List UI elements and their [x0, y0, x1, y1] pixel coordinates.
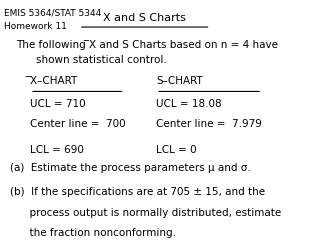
Text: the fraction nonconforming.: the fraction nonconforming. [10, 228, 176, 238]
Text: (a)  Estimate the process parameters μ and σ.: (a) Estimate the process parameters μ an… [10, 163, 251, 173]
Text: Homework 11: Homework 11 [4, 22, 67, 31]
Text: ̅X–CHART: ̅X–CHART [30, 76, 77, 86]
Text: shown statistical control.: shown statistical control. [36, 55, 166, 65]
Text: LCL = 690: LCL = 690 [30, 144, 84, 155]
Text: UCL = 710: UCL = 710 [30, 99, 86, 109]
Text: S–CHART: S–CHART [156, 76, 203, 86]
Text: (b)  If the specifications are at 705 ± 15, and the: (b) If the specifications are at 705 ± 1… [10, 187, 265, 197]
Text: The following ̅X and S Charts based on n = 4 have: The following ̅X and S Charts based on n… [16, 40, 278, 50]
Text: EMIS 5364/STAT 5344: EMIS 5364/STAT 5344 [4, 8, 101, 17]
Text: Center line =  7.979: Center line = 7.979 [156, 119, 262, 129]
Text: UCL = 18.08: UCL = 18.08 [156, 99, 222, 109]
Text: process output is normally distributed, estimate: process output is normally distributed, … [10, 208, 281, 217]
Text: Center line =  700: Center line = 700 [30, 119, 126, 129]
Text: LCL = 0: LCL = 0 [156, 144, 197, 155]
Text: X and S Charts: X and S Charts [103, 13, 186, 23]
